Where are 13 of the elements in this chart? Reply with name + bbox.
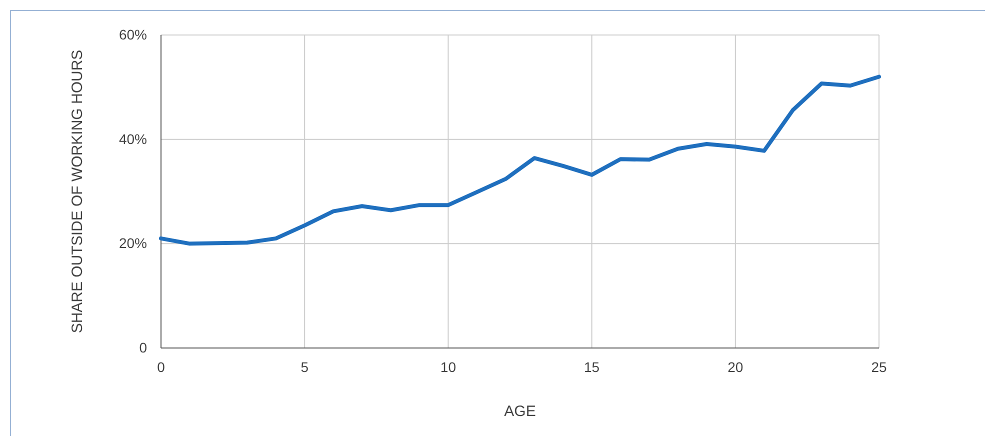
x-tick-label: 5 (300, 358, 309, 375)
x-axis-title: AGE (504, 403, 536, 420)
x-tick-label: 0 (157, 358, 166, 375)
x-tick-label: 20 (728, 358, 744, 375)
y-axis-title: SHARE OUTSIDE OF WORKING HOURS (69, 50, 86, 334)
y-tick-label: 20% (118, 235, 147, 252)
y-tick-label: 0 (139, 339, 148, 356)
line-series (159, 74, 881, 246)
x-tick-label: 25 (871, 358, 887, 375)
y-tick-label: 40% (118, 130, 147, 147)
y-tick-label: 60% (118, 26, 147, 42)
x-tick-label: 15 (584, 358, 600, 375)
x-tick-label: 10 (440, 358, 456, 375)
